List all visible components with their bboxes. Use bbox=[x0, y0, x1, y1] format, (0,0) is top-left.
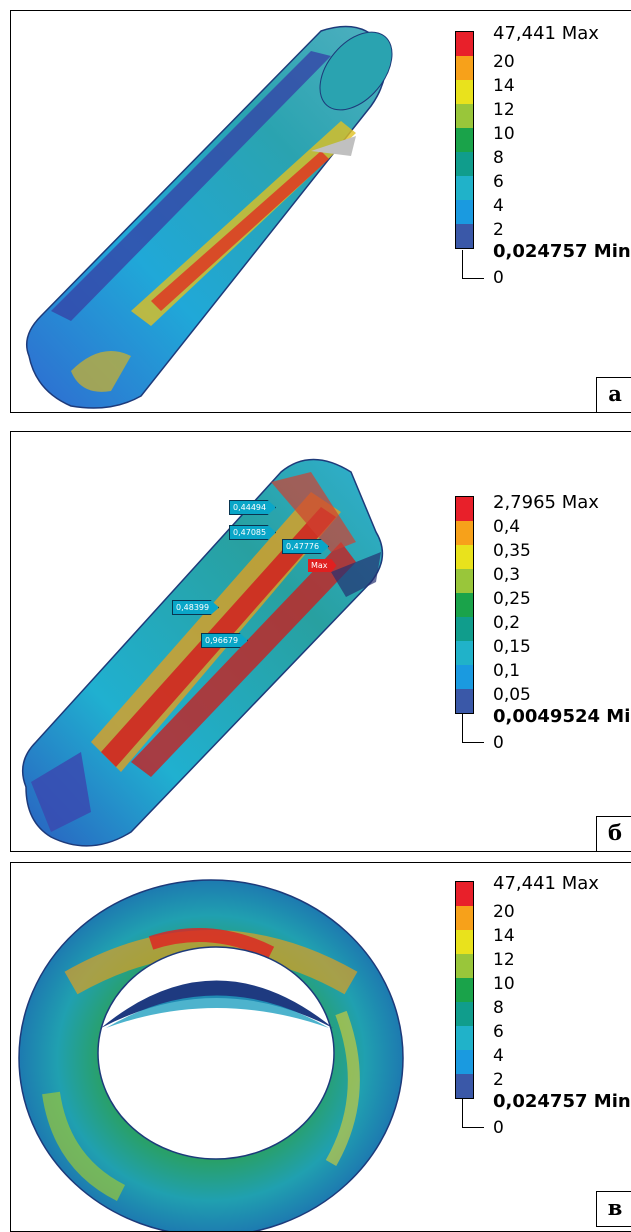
legend-tick: 12 bbox=[493, 950, 515, 970]
legend-min: 0,024757 Min bbox=[493, 241, 631, 262]
legend-tick: 14 bbox=[493, 76, 515, 96]
probe-label: 0,96679 bbox=[201, 633, 249, 648]
panel-letter-a: а bbox=[596, 377, 631, 412]
legend-tick: 20 bbox=[493, 52, 515, 72]
legend-tick: 0,15 bbox=[493, 637, 531, 657]
legend-tick: 0,1 bbox=[493, 661, 521, 681]
probe-label: Max bbox=[308, 559, 337, 572]
color-scale-b bbox=[455, 496, 474, 714]
legend-tick: 6 bbox=[493, 172, 504, 192]
legend-min: 0,024757 Min bbox=[493, 1091, 631, 1112]
legend-tick: 2 bbox=[493, 220, 504, 240]
legend-zero: 0 bbox=[493, 733, 504, 753]
legend-min: 0,0049524 Min bbox=[493, 706, 631, 727]
color-scale-c bbox=[455, 881, 474, 1099]
legend-tick: 0,25 bbox=[493, 589, 531, 609]
tube-model-a bbox=[26, 25, 393, 409]
panel-c: 47,441 Max 20 14 12 10 8 6 4 2 0,024757 … bbox=[10, 862, 631, 1232]
panel-letter-c: в bbox=[596, 1191, 631, 1227]
probe-label: 0,47776 bbox=[282, 539, 330, 554]
legend-tick: 0,3 bbox=[493, 565, 521, 585]
legend-tick: 2 bbox=[493, 1070, 504, 1090]
probe-label: 0,44494 bbox=[229, 500, 277, 515]
legend-tick: 20 bbox=[493, 902, 515, 922]
legend-tick: 4 bbox=[493, 196, 504, 216]
legend-zero: 0 bbox=[493, 1118, 504, 1138]
legend-max: 2,7965 Max bbox=[493, 492, 599, 513]
color-scale-a bbox=[455, 31, 474, 249]
legend-max: 47,441 Max bbox=[493, 873, 599, 894]
legend-tick: 8 bbox=[493, 148, 504, 168]
legend-zero: 0 bbox=[493, 268, 504, 288]
probe-label: 0,47085 bbox=[229, 525, 277, 540]
probe-label: 0,48399 bbox=[172, 600, 220, 615]
legend-tick: 10 bbox=[493, 124, 515, 144]
legend-tick: 14 bbox=[493, 926, 515, 946]
legend-tick: 8 bbox=[493, 998, 504, 1018]
legend-tick: 0,2 bbox=[493, 613, 521, 633]
legend-tick: 12 bbox=[493, 100, 515, 120]
legend-tick: 0,4 bbox=[493, 517, 521, 537]
legend-tick: 0,05 bbox=[493, 685, 531, 705]
legend-tick: 6 bbox=[493, 1022, 504, 1042]
legend-tick: 4 bbox=[493, 1046, 504, 1066]
legend-tick: 10 bbox=[493, 974, 515, 994]
torus-model-c bbox=[18, 879, 404, 1231]
panel-a: 47,441 Max 20 14 12 10 8 6 4 2 0,024757 … bbox=[10, 10, 631, 413]
panel-letter-b: б bbox=[596, 816, 631, 851]
legend-max: 47,441 Max bbox=[493, 23, 599, 44]
panel-b: 0,44494 0,47085 0,47776 Max 0,48399 0,96… bbox=[10, 431, 631, 852]
legend-tick: 0,35 bbox=[493, 541, 531, 561]
